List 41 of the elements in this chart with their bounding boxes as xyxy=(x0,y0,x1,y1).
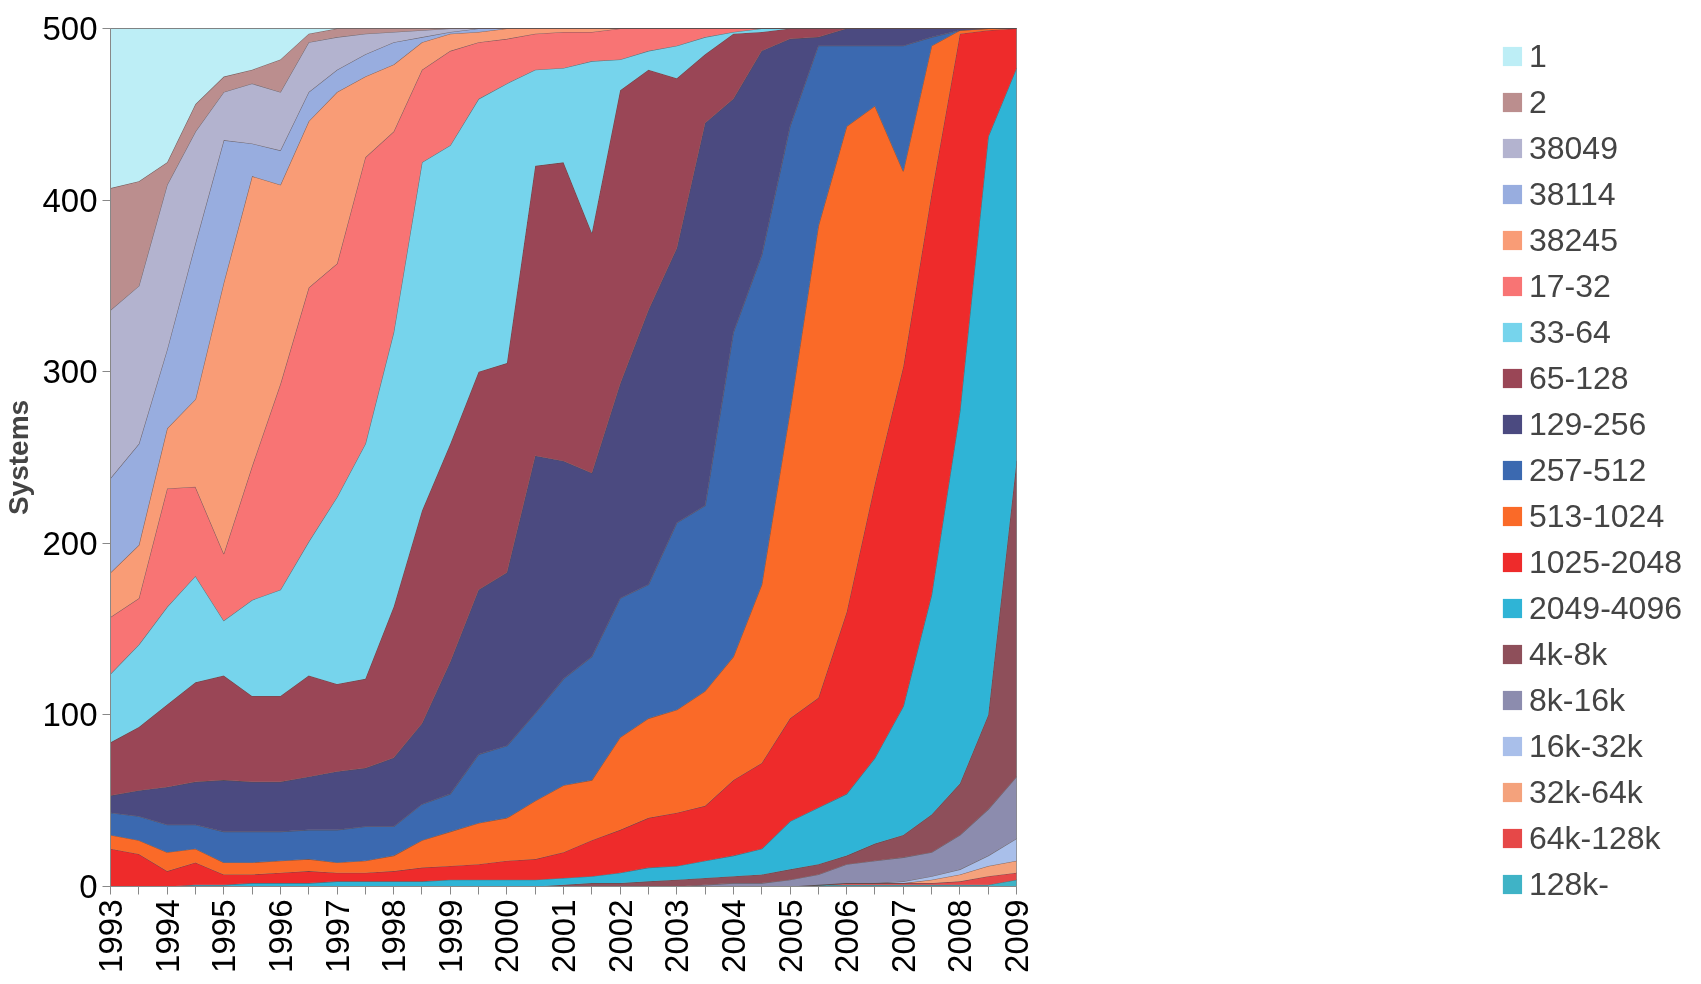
legend-label: 1025-2048 xyxy=(1528,542,1682,582)
legend-label: 32k-64k xyxy=(1528,772,1643,812)
legend-label: 65-128 xyxy=(1528,358,1629,398)
y-tick-label: 200 xyxy=(42,524,98,562)
x-tick-label: 2006 xyxy=(828,899,866,973)
legend-label: 2 xyxy=(1528,82,1548,122)
x-tick-label: 1995 xyxy=(205,899,243,973)
legend-label: 129-256 xyxy=(1528,404,1647,444)
legend-label: 38245 xyxy=(1528,220,1618,260)
y-tick-label: 400 xyxy=(42,181,98,219)
x-tick-label: 1997 xyxy=(318,899,356,973)
x-tick-label: 2001 xyxy=(545,899,582,973)
legend-label: 64k-128k xyxy=(1528,818,1661,858)
y-tick-label: 100 xyxy=(42,696,98,734)
x-tick-label: 2004 xyxy=(714,899,752,973)
x-tick-label: 1998 xyxy=(375,899,413,973)
y-tick-label: 300 xyxy=(42,353,98,391)
legend-label: 38114 xyxy=(1528,174,1616,214)
legend-label: 8k-16k xyxy=(1528,680,1626,720)
x-tick-label: 2007 xyxy=(884,899,922,973)
legend-label: 16k-32k xyxy=(1528,726,1643,766)
x-tick-label: 2003 xyxy=(658,899,696,973)
legend-label: 257-512 xyxy=(1528,450,1647,490)
x-tick-label: 2002 xyxy=(601,899,639,973)
x-tick-label: 1996 xyxy=(261,899,299,973)
legend-label: 128k- xyxy=(1528,864,1610,904)
legend-label: 17-32 xyxy=(1528,266,1611,306)
x-tick-label: 2009 xyxy=(998,899,1035,973)
legend-label: 4k-8k xyxy=(1528,634,1608,674)
legend-label: 33-64 xyxy=(1528,312,1611,352)
x-tick-label: 2005 xyxy=(771,899,809,973)
y-axis-title: Systems xyxy=(3,399,35,516)
x-tick-label: 1994 xyxy=(148,899,186,973)
y-tick-label: 500 xyxy=(42,10,98,47)
x-tick-label: 2000 xyxy=(488,899,526,973)
legend-label: 513-1024 xyxy=(1528,496,1665,536)
x-tick-label: 2008 xyxy=(941,899,979,973)
legend-label: 38049 xyxy=(1528,128,1618,168)
legend-label: 1 xyxy=(1528,36,1548,76)
x-tick-label: 1999 xyxy=(431,899,469,973)
legend-label: 2049-4096 xyxy=(1528,588,1682,628)
